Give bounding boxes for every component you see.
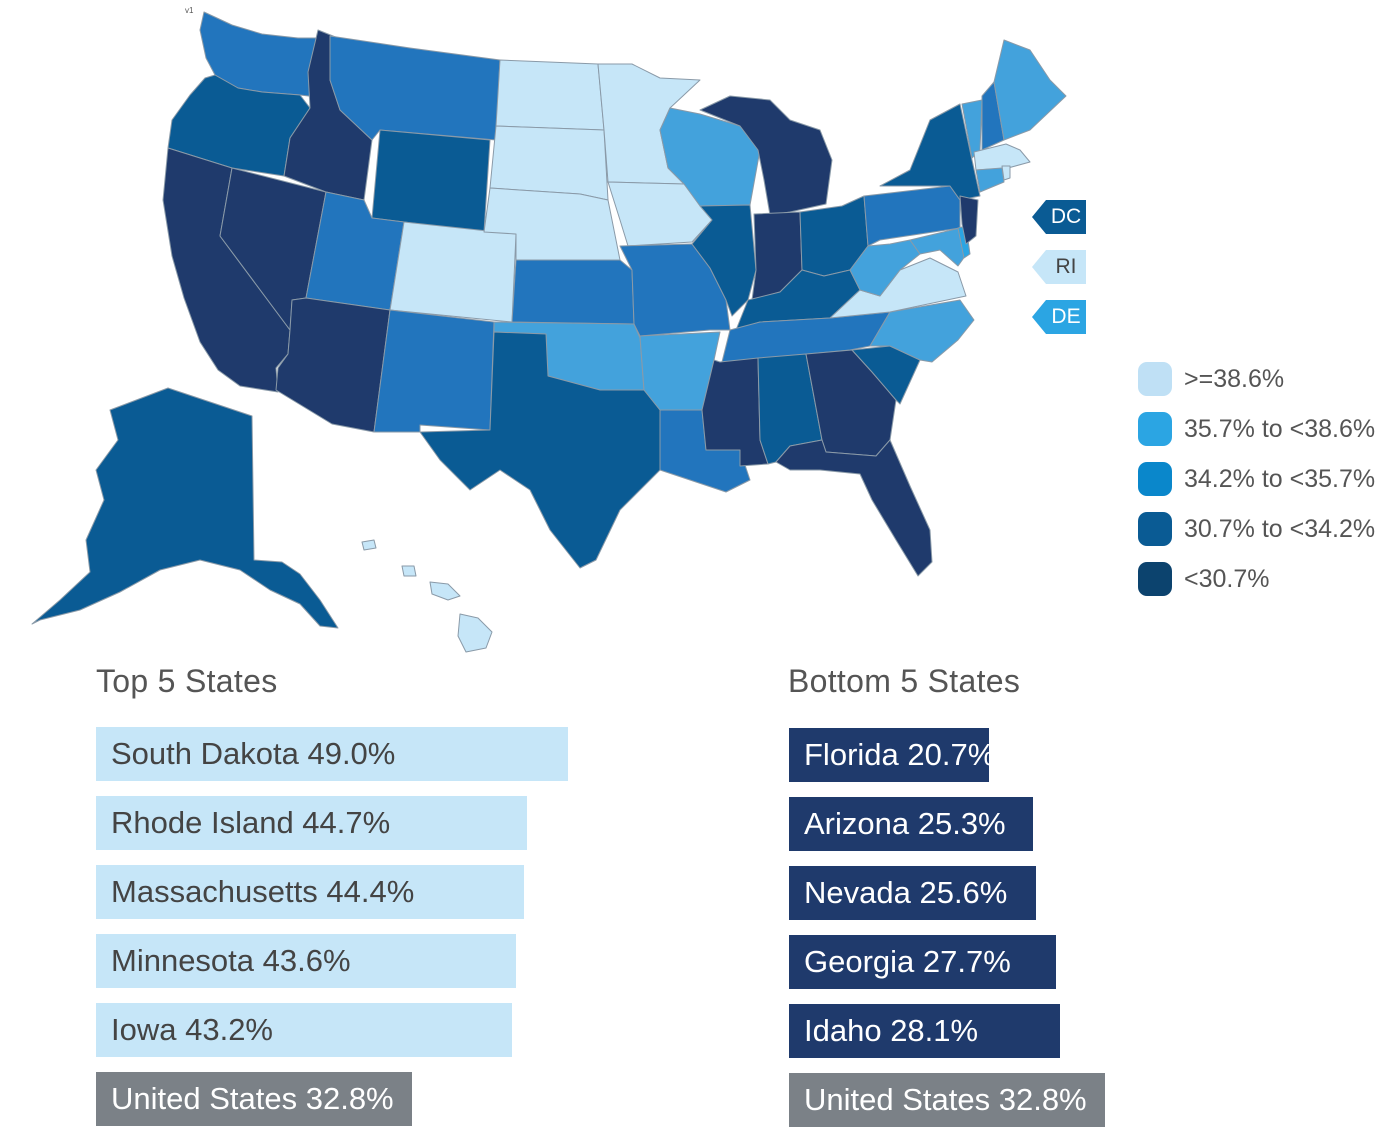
bottom5-bar-label: Georgia 27.7%: [804, 944, 1011, 979]
top5-bar: Rhode Island 44.7%: [96, 796, 527, 850]
bottom5-bar-label: Arizona 25.3%: [804, 806, 1006, 841]
legend-label: 34.2% to <35.7%: [1184, 465, 1376, 493]
bottom5-bar: Georgia 27.7%: [789, 935, 1056, 989]
state-hawaii: [361, 539, 493, 653]
legend-swatch: [1138, 412, 1172, 446]
state-colorado: [389, 221, 517, 323]
state-texas: [419, 331, 661, 569]
legend-label: >=38.6%: [1184, 365, 1285, 393]
legend-swatch: [1138, 462, 1172, 496]
bottom5-bar-label: Florida 20.7%: [804, 737, 996, 772]
state-montana: [329, 35, 501, 141]
top5-bar: Minnesota 43.6%: [96, 934, 516, 988]
state-connecticut: [975, 167, 1005, 193]
tag-dc: DC: [1032, 200, 1088, 234]
top5-bar-label: Rhode Island 44.7%: [111, 805, 391, 840]
state-michigan: [699, 95, 833, 216]
state-new-jersey: [959, 195, 979, 245]
state-alaska: [31, 387, 339, 629]
choropleth-map: [31, 11, 1067, 653]
legend-swatch: [1138, 512, 1172, 546]
top5-us-bar-label: United States 32.8%: [111, 1081, 394, 1116]
bottom5-bar: Idaho 28.1%: [789, 1004, 1060, 1058]
legend-label: 30.7% to <34.2%: [1184, 515, 1376, 543]
tag-de-label: DE: [1051, 305, 1081, 328]
legend-swatch: [1138, 562, 1172, 596]
state-new-york: [879, 103, 981, 201]
top5-bar-label: Iowa 43.2%: [111, 1012, 273, 1047]
top5-title: Top 5 States: [96, 663, 278, 699]
tag-de: DE: [1032, 300, 1088, 334]
bottom5-bar: Arizona 25.3%: [789, 797, 1033, 851]
state-new-mexico: [373, 309, 495, 433]
bottom5-us-bar-label: United States 32.8%: [804, 1082, 1087, 1117]
top5-bar: Iowa 43.2%: [96, 1003, 512, 1057]
bottom5-bar-label: Idaho 28.1%: [804, 1013, 979, 1048]
top5-bar-label: Minnesota 43.6%: [111, 943, 351, 978]
bottom5-title: Bottom 5 States: [788, 663, 1021, 699]
state-maine: [993, 39, 1067, 141]
top5-bar: South Dakota 49.0%: [96, 727, 568, 781]
state-north-carolina: [869, 299, 975, 363]
state-rhode-island: [1001, 165, 1011, 181]
state-kansas: [511, 259, 635, 325]
tag-ri: RI: [1032, 250, 1088, 284]
state-arizona: [275, 297, 391, 433]
bottom5-bar-label: Nevada 25.6%: [804, 875, 1008, 910]
state-florida: [775, 439, 933, 577]
tag-dc-label: DC: [1050, 205, 1082, 228]
tag-ri-label: RI: [1055, 255, 1077, 278]
top5-bar-label: South Dakota 49.0%: [111, 736, 396, 771]
bottom5-bar: Nevada 25.6%: [789, 866, 1036, 920]
legend-swatch: [1138, 362, 1172, 396]
state-illinois: [691, 204, 757, 317]
version-label: v1: [185, 6, 194, 15]
top5-bar-label: Massachusetts 44.4%: [111, 874, 415, 909]
top5-bar: Massachusetts 44.4%: [96, 865, 524, 919]
legend-label: 35.7% to <38.6%: [1184, 415, 1376, 443]
bottom5-bar: Florida 20.7%: [789, 728, 995, 782]
legend-label: <30.7%: [1184, 565, 1270, 593]
top5-us-bar: United States 32.8%: [96, 1072, 412, 1126]
bottom5-us-bar: United States 32.8%: [789, 1073, 1105, 1127]
state-wyoming: [371, 129, 491, 233]
state-north-dakota: [495, 59, 605, 131]
